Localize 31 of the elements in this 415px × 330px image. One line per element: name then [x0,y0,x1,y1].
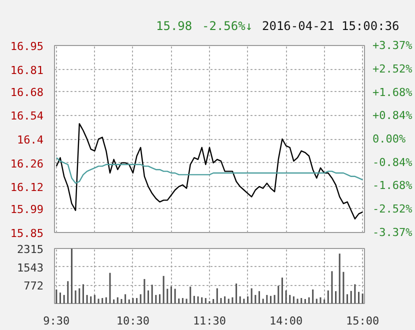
y-tick-label: 1543 [17,261,44,274]
y2-tick-label: +2.52% [372,62,413,76]
x-tick-label: 10:30 [116,314,150,328]
x-tick-label: 14:00 [269,314,303,328]
y2-tick-label: -1.68% [372,179,413,192]
y2-tick-label: 0.00% [372,132,406,146]
y-tick-label: 15.85 [10,227,44,240]
y-tick-label: 772 [24,280,44,293]
line-series [56,157,364,184]
y2-tick-label: +1.68% [372,86,413,99]
y-tick-label: 16.68 [10,86,44,99]
y2-tick-label: -0.84% [372,156,413,169]
y-tick-label: 16.4 [17,134,44,146]
y-tick-label: 2315 [17,243,44,256]
y-tick-label: 15.99 [10,203,44,216]
line-series [56,123,364,220]
x-tick-label: 11:30 [192,314,226,328]
y-tick-label: 16.12 [10,181,44,194]
x-tick-label: 9:30 [43,314,70,328]
y-tick-label: 16.54 [10,110,44,123]
y-tick-label: 16.95 [10,40,44,53]
y2-tick-label: +3.37% [372,39,413,52]
text: 15.98 [156,18,192,35]
text: 2016-04-21 15:00:36 [262,18,400,35]
y2-tick-label: +0.84% [372,109,413,122]
x-tick-label: 15:00 [346,314,380,328]
y2-tick-label: -3.37% [372,226,413,239]
text: -2.56%↓ [202,18,253,35]
y-tick-label: 16.26 [10,157,44,170]
y-tick-label: 16.81 [10,64,44,77]
y2-tick-label: -2.52% [372,202,413,216]
